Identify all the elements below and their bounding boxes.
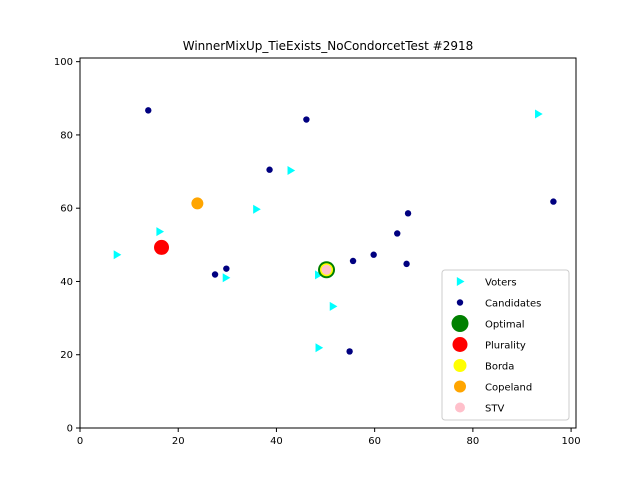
legend-marker-copeland	[454, 380, 466, 393]
voters-point	[287, 165, 296, 175]
legend-label-plurality: Plurality	[485, 341, 526, 352]
x-tick-label: 0	[77, 436, 83, 447]
voters-point	[113, 250, 122, 260]
axes: 0 20 40 60 80 100 0 20 40 60 80 100	[54, 57, 581, 447]
stv-point	[321, 264, 332, 275]
legend-label-stv: STV	[485, 404, 504, 415]
legend-marker-optimal	[451, 315, 469, 332]
legend: Voters Candidates Optimal Plurality Borda Cop…	[441, 269, 570, 421]
candidates-point	[346, 348, 353, 355]
legend-label-voters: Voters	[485, 278, 517, 289]
candidates-point	[266, 166, 273, 173]
x-tick-label: 100	[562, 436, 581, 447]
x-tick-label: 20	[172, 436, 185, 447]
x-tick-label: 60	[368, 436, 381, 447]
legend-label-optimal: Optimal	[485, 320, 525, 331]
voters-point	[315, 343, 324, 353]
legend-label-copeland: Copeland	[485, 383, 532, 394]
x-tick-label: 40	[270, 436, 283, 447]
voters-point	[222, 273, 231, 283]
candidates-point	[370, 251, 377, 258]
candidates-point	[303, 116, 310, 123]
y-tick-label: 100	[54, 57, 73, 68]
chart-title: WinnerMixUp_TieExists_NoCondorcetTest #2…	[183, 39, 474, 53]
y-tick-label: 60	[60, 204, 73, 215]
plurality-point	[154, 239, 170, 255]
candidates-point	[145, 107, 152, 114]
legend-marker-borda	[453, 359, 467, 372]
plot-area	[113, 107, 557, 355]
candidates-point	[404, 210, 412, 217]
candidates-point	[211, 271, 219, 278]
voters-point	[329, 301, 338, 311]
y-tick-label: 0	[67, 424, 73, 435]
candidates-point	[223, 265, 230, 272]
y-tick-label: 40	[60, 277, 73, 288]
legend-marker-plurality	[452, 337, 468, 352]
legend-marker-candidates	[456, 299, 464, 306]
legend-marker-voters	[456, 277, 465, 286]
legend-box	[441, 269, 570, 421]
voters-point	[253, 204, 261, 214]
y-tick-label: 80	[60, 130, 73, 141]
candidates-point	[403, 260, 410, 268]
candidates-point	[394, 230, 401, 237]
candidates-point	[349, 257, 357, 265]
x-tick-label: 80	[467, 436, 480, 447]
candidates-point	[550, 198, 557, 205]
y-tick-label: 20	[60, 350, 73, 361]
legend-marker-stv	[455, 402, 465, 413]
copeland-point	[191, 197, 204, 210]
voters-point	[535, 109, 543, 119]
voters-point	[315, 270, 323, 280]
plot-frame	[79, 57, 577, 429]
voters-point	[156, 227, 165, 237]
legend-label-borda: Borda	[485, 362, 514, 373]
legend-label-candidates: Candidates	[485, 299, 541, 310]
